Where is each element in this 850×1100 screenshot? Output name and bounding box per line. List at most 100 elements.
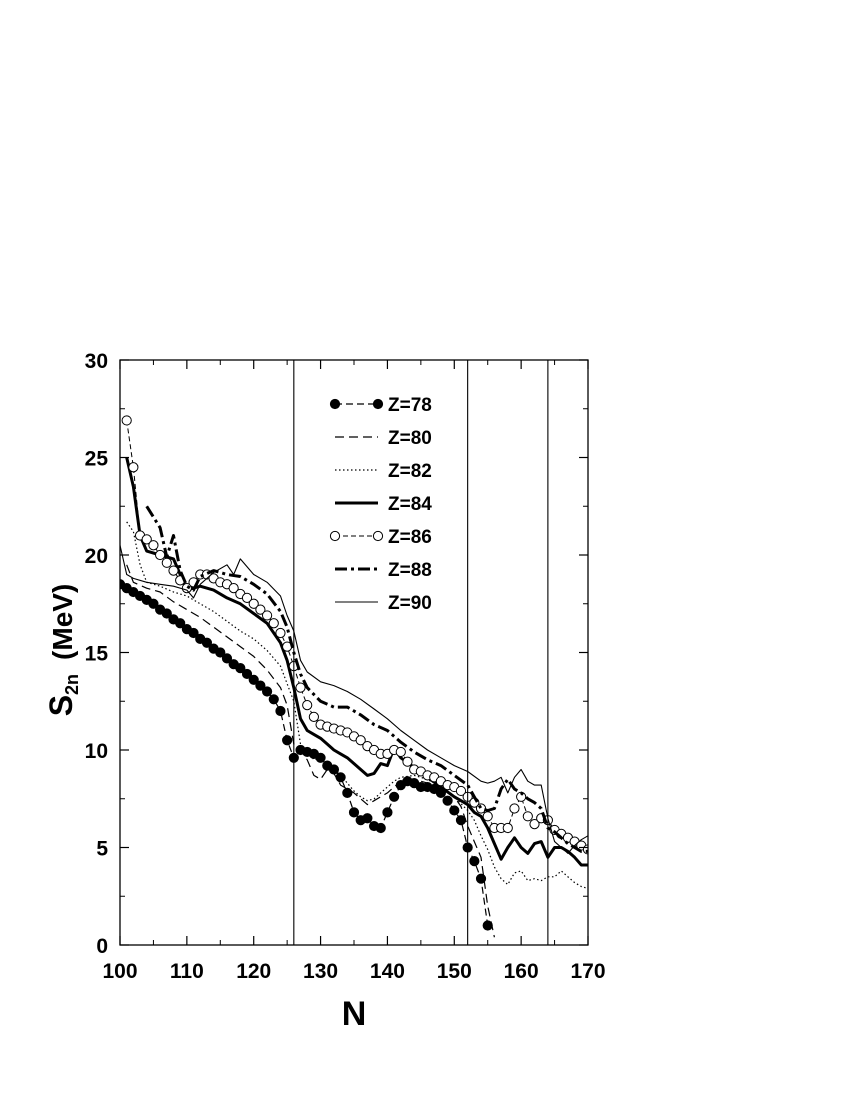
series-line-z-80 (126, 564, 495, 938)
data-point (522, 811, 533, 822)
legend-label: Z=78 (388, 395, 432, 416)
data-point (389, 791, 400, 802)
legend-marker (372, 530, 384, 542)
legend-entry-z-86: Z=86 (329, 527, 432, 548)
data-point (221, 653, 233, 664)
legend-marker (329, 398, 341, 410)
y-tick-label: 25 (85, 448, 109, 471)
axis-ticks (119, 359, 589, 946)
data-point (302, 700, 313, 711)
data-point (188, 627, 199, 639)
data-point (509, 803, 520, 814)
data-point (282, 735, 293, 746)
x-tick-label: 130 (303, 960, 338, 983)
legend-label: Z=82 (388, 461, 432, 482)
data-point (155, 549, 166, 561)
series-z-82 (126, 521, 588, 890)
data-point (215, 647, 226, 658)
y-axis-title: S2n (MeV) (43, 584, 82, 717)
y-tick-label: 20 (85, 545, 108, 568)
data-point (255, 604, 266, 615)
data-point (402, 756, 413, 767)
series-layer (120, 415, 588, 938)
data-point (201, 637, 213, 648)
data-point (529, 819, 540, 830)
legend-entry-z-80: Z=80 (335, 428, 432, 449)
x-tick-label: 120 (236, 960, 271, 983)
data-point (449, 805, 460, 816)
data-point (355, 735, 366, 746)
data-point (308, 711, 319, 722)
legend-entry-z-84: Z=84 (335, 494, 432, 515)
data-point (275, 705, 286, 717)
data-point (261, 610, 273, 621)
legend-label: Z=86 (388, 527, 432, 548)
data-point (342, 787, 353, 799)
data-point (375, 822, 386, 834)
series-z-80 (126, 564, 495, 938)
series-z-88 (145, 505, 588, 853)
y-tick-label: 5 (96, 838, 108, 861)
data-point (148, 598, 159, 609)
series-z-84 (125, 457, 588, 867)
legend-marker (329, 530, 341, 542)
svg-text:S2n(MeV): S2n (MeV) (43, 584, 82, 717)
series-line-z-82 (126, 521, 588, 890)
legend-entry-z-78: Z=78 (329, 395, 432, 416)
data-point (241, 668, 253, 680)
data-point (482, 811, 493, 822)
legend-entry-z-82: Z=82 (335, 461, 432, 482)
y-tick-label: 30 (85, 350, 108, 373)
data-point (335, 772, 346, 783)
data-point (161, 557, 172, 568)
data-point (382, 807, 393, 818)
y-tick-label: 10 (85, 740, 108, 763)
x-tick-label: 160 (504, 960, 539, 983)
y-axis-title-sub: 2n (62, 674, 82, 695)
data-point (228, 583, 239, 594)
data-point (235, 663, 246, 674)
legend-entry-z-90: Z=90 (335, 593, 432, 614)
plot-frame (119, 359, 589, 946)
data-point (442, 795, 453, 806)
data-point (275, 627, 286, 639)
series-line-z-88 (145, 505, 588, 853)
data-point (141, 534, 152, 545)
legend-label: Z=84 (388, 494, 432, 515)
x-tick-label: 110 (170, 960, 204, 983)
x-axis-title: N (342, 995, 367, 1033)
series-line-z-90 (120, 545, 588, 854)
data-point (395, 746, 406, 758)
data-point (128, 462, 139, 473)
data-point (255, 680, 266, 691)
y-axis-title-main: S (43, 695, 79, 716)
legend-label: Z=80 (388, 428, 432, 449)
x-tick-label: 170 (570, 960, 605, 983)
data-point (475, 873, 487, 884)
data-point (121, 415, 132, 426)
data-point (475, 803, 487, 814)
data-point (248, 674, 259, 685)
legend-marker (372, 398, 384, 410)
legend-label: Z=90 (388, 593, 432, 614)
data-point (455, 785, 467, 797)
data-point (268, 694, 279, 705)
data-point (261, 686, 273, 697)
tick-labels: 100 110 120 130 140 150 160 170 0 5 10 15 20 25 30 (85, 350, 606, 983)
data-point (241, 592, 253, 604)
y-axis-title-unit: (MeV) (47, 584, 78, 660)
data-point (168, 565, 179, 576)
x-tick-label: 100 (102, 960, 137, 983)
legend: Z=78 Z=80 Z=82 Z=84 Z=86 Z=88 Z=90 (329, 395, 432, 614)
x-tick-label: 150 (437, 960, 472, 983)
data-point (348, 807, 360, 818)
data-point (469, 856, 480, 867)
data-point (161, 608, 172, 619)
series-line-z-84 (125, 457, 588, 867)
x-tick-label: 140 (370, 960, 405, 983)
data-point (175, 618, 186, 629)
magic-number-lines (293, 360, 549, 945)
data-point (328, 764, 340, 775)
series-z-90 (120, 545, 588, 854)
